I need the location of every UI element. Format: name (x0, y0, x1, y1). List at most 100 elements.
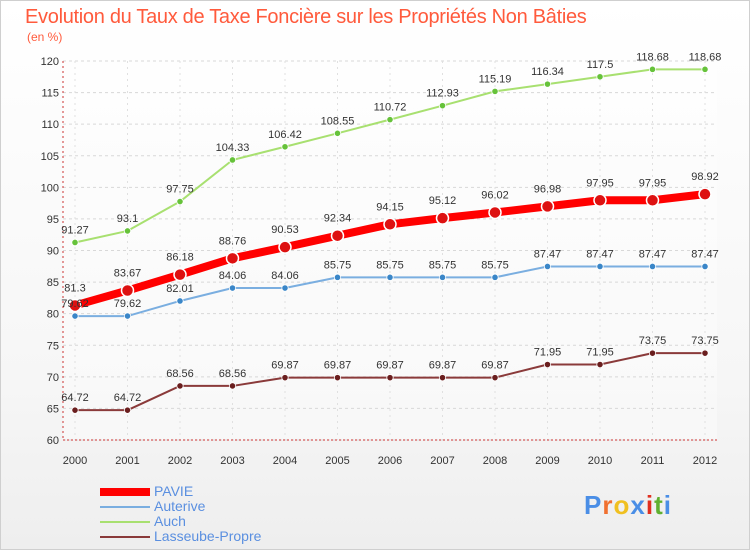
data-point (123, 312, 132, 320)
data-label: 85.75 (481, 259, 509, 271)
data-label: 108.55 (321, 115, 355, 127)
y-tick-label: 110 (41, 119, 59, 131)
data-point (228, 156, 237, 164)
data-point (173, 267, 187, 282)
x-tick-label: 2009 (535, 455, 559, 467)
data-label: 69.87 (481, 360, 509, 372)
x-tick-label: 2002 (168, 455, 192, 467)
data-label: 82.01 (166, 283, 194, 295)
data-point (176, 382, 184, 390)
data-point (386, 374, 394, 382)
data-point (333, 273, 342, 281)
data-label: 91.27 (61, 224, 89, 236)
data-label: 86.18 (166, 252, 194, 264)
data-point (281, 284, 289, 292)
x-tick-label: 2000 (63, 455, 87, 467)
y-tick-label: 105 (41, 151, 59, 163)
data-point (701, 262, 709, 271)
data-label: 71.95 (586, 347, 614, 359)
logo-letter: r (602, 490, 614, 520)
data-label: 84.06 (219, 270, 247, 282)
y-tick-label: 60 (47, 435, 59, 447)
data-point (593, 193, 607, 208)
data-point (71, 238, 79, 247)
data-point (645, 193, 660, 208)
data-point (278, 240, 292, 254)
data-label: 83.67 (114, 267, 142, 279)
data-point (176, 297, 184, 305)
data-point (701, 349, 709, 357)
data-point (228, 284, 237, 292)
data-label: 97.95 (586, 177, 614, 189)
y-tick-label: 70 (47, 372, 59, 384)
data-label: 85.75 (376, 259, 404, 271)
data-label: 94.15 (376, 201, 404, 213)
data-point (123, 406, 132, 414)
data-label: 116.34 (531, 66, 564, 78)
data-point (491, 374, 499, 382)
chart-title: Evolution du Taux de Taxe Foncière sur l… (25, 6, 587, 28)
x-tick-label: 2010 (588, 455, 612, 467)
logo-letter: x (630, 490, 646, 520)
data-label: 88.76 (219, 235, 247, 247)
x-tick-label: 2011 (641, 455, 665, 467)
data-label: 112.93 (426, 88, 459, 100)
data-label: 98.92 (691, 171, 719, 183)
data-point (123, 227, 132, 235)
data-label: 97.75 (166, 184, 194, 196)
y-tick-label: 90 (47, 246, 59, 258)
data-label: 87.47 (586, 248, 614, 260)
logo-letter: t (654, 490, 664, 520)
data-point (330, 228, 345, 243)
data-point (491, 273, 499, 281)
data-label: 106.42 (268, 129, 302, 141)
data-label: 87.47 (639, 248, 667, 260)
x-tick-label: 2005 (325, 455, 349, 467)
logo-letter: P (584, 490, 603, 520)
logo-letter: i (645, 490, 655, 520)
data-point (438, 273, 447, 281)
data-label: 96.98 (534, 183, 562, 195)
data-label: 69.87 (324, 360, 352, 372)
data-label: 79.62 (114, 298, 142, 310)
x-tick-label: 2007 (430, 455, 454, 467)
data-label: 73.75 (691, 335, 719, 347)
x-tick-label: 2001 (115, 455, 139, 467)
legend-swatch (100, 506, 150, 508)
data-label: 96.02 (481, 189, 509, 201)
data-point (68, 298, 82, 313)
legend-label: Lasseube-Propre (154, 528, 262, 544)
data-label: 90.53 (271, 224, 299, 236)
data-label: 69.87 (376, 360, 404, 372)
data-label: 118.68 (689, 51, 722, 63)
y-tick-label: 100 (41, 182, 59, 194)
legend-label: PAVIE (154, 483, 194, 499)
data-point (386, 273, 394, 281)
data-point (648, 65, 657, 73)
data-label: 79.62 (61, 298, 89, 310)
data-point (438, 102, 447, 110)
data-point (281, 374, 289, 382)
x-tick-label: 2003 (220, 455, 244, 467)
data-point (540, 199, 555, 214)
y-tick-label: 85 (47, 277, 59, 289)
data-label: 115.19 (479, 73, 512, 85)
data-point (333, 374, 342, 382)
data-point (225, 251, 240, 266)
y-tick-label: 115 (41, 88, 59, 100)
data-label: 64.72 (61, 392, 89, 404)
data-label: 117.5 (587, 59, 614, 71)
x-tick-label: 2004 (273, 455, 297, 467)
y-tick-label: 65 (47, 403, 59, 415)
chart-subtitle: (en %) (27, 30, 63, 44)
data-label: 110.72 (374, 102, 407, 114)
data-point (648, 349, 657, 357)
legend-swatch (100, 488, 150, 496)
data-point (435, 211, 450, 225)
data-label: 118.68 (636, 51, 669, 63)
y-tick-label: 120 (41, 56, 59, 68)
data-point (71, 312, 79, 320)
data-point (386, 116, 394, 124)
y-tick-label: 95 (47, 214, 59, 226)
